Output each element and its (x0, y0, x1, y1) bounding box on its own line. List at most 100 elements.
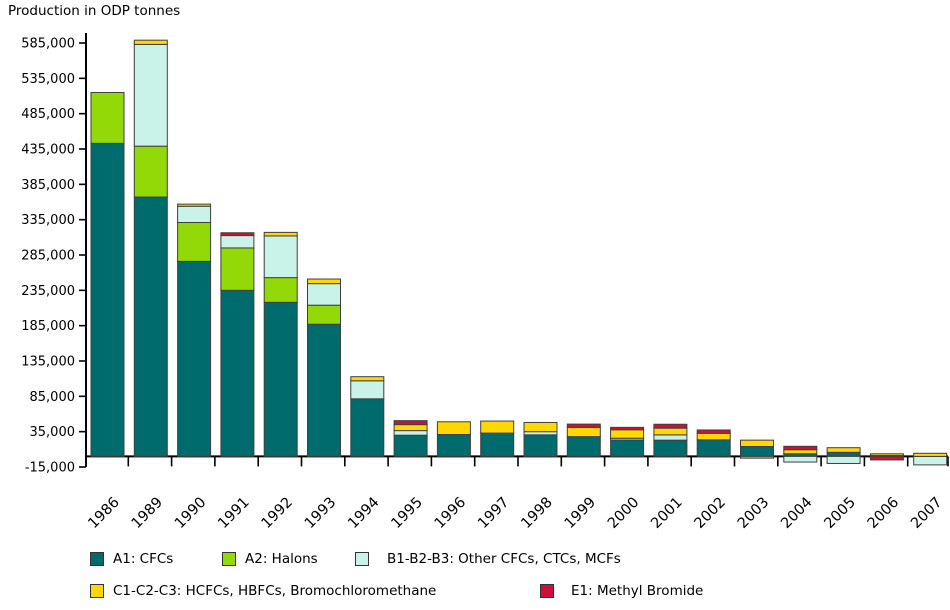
legend-item-a2-halons: A2: Halons (222, 551, 318, 567)
page-title: Production in ODP tonnes (8, 3, 181, 19)
bar-segment-2001-a1 (653, 439, 688, 457)
x-tick-label-2002: 2002 (692, 495, 729, 532)
bar-segment-2006-c1-c2-c3 (869, 453, 904, 456)
bar-segment-1990-a1 (177, 260, 212, 457)
y-tick-label-435000: 435,000 (21, 143, 75, 158)
bar-segment-1989-a2 (133, 145, 168, 198)
bar-segment-1997-a1 (480, 432, 515, 457)
legend-label-e1-methyl-bromide: E1: Methyl Bromide (571, 583, 704, 599)
bar-segment-1992-c1-c2-c3 (263, 231, 298, 237)
x-tick-label-2003: 2003 (735, 495, 772, 532)
bar-segment-1993-a1 (307, 323, 341, 457)
bar-segment-1989-b1-b2-b3 (133, 43, 168, 147)
bar-segment-1990-c1-c2-c3 (177, 203, 212, 207)
bar-segment-1998-a1 (523, 434, 558, 457)
bar-segment-1989-c1-c2-c3 (133, 39, 168, 45)
bar-segment-1999-a1 (566, 436, 601, 457)
bar-segment-1995-c1-c2-c3 (393, 424, 428, 432)
x-tick-label-1995: 1995 (389, 495, 426, 532)
legend-item-e1-methyl-bromide: E1: Methyl Bromide (540, 583, 703, 599)
legend-swatch-a1-cfcs-icon (90, 552, 104, 566)
bar-segment-2004-e1 (783, 445, 818, 451)
bar-segment-1994-b1-b2-b3 (350, 380, 385, 400)
bar-segment-2003-c1-c2-c3 (740, 439, 774, 448)
legend-label-b-other-cfcs: B1-B2-B3: Other CFCs, CTCs, MCFs (387, 551, 621, 567)
x-tick-label-2006: 2006 (865, 495, 902, 532)
legend-item-c-hcfcs: C1-C2-C3: HCFCs, HBFCs, Bromochlorometha… (90, 583, 436, 599)
bar-segment-2004-b1-b2-b3 (783, 455, 818, 463)
bar-segment-2001-c1-c2-c3 (653, 427, 688, 436)
x-tick-label-1993: 1993 (302, 495, 339, 532)
bar-segment-1999-c1-c2-c3 (566, 426, 601, 438)
bar-segment-1986-a2 (90, 91, 125, 144)
x-tick-label-1997: 1997 (475, 495, 512, 532)
chart-legend: A1: CFCs A2: Halons B1-B2-B3: Other CFCs… (0, 545, 950, 610)
bar-segment-1996-c1-c2-c3 (436, 421, 471, 435)
bar-segment-1993-a2 (307, 304, 341, 325)
bar-segment-2003-a2 (740, 455, 774, 459)
bar-segment-1995-b1-b2-b3 (393, 430, 428, 436)
bar-segment-2003-a1 (740, 446, 774, 457)
x-tick-label-2001: 2001 (648, 495, 685, 532)
bar-segment-1999-e1 (566, 423, 601, 428)
bar-segment-2002-e1 (696, 429, 731, 434)
y-tick-label-585000: 585,000 (21, 37, 75, 52)
bar-segment-2000-c1-c2-c3 (610, 429, 645, 439)
bar-segment-2000-e1 (610, 426, 645, 431)
bar-segment-1997-c1-c2-c3 (480, 420, 515, 434)
bar-segment-1989-a1 (133, 196, 168, 457)
legend-item-b-other-cfcs: B1-B2-B3: Other CFCs, CTCs, MCFs (355, 551, 621, 567)
y-tick-label-485000: 485,000 (21, 107, 75, 122)
bar-segment-1991-a1 (220, 289, 255, 457)
legend-item-a1-cfcs: A1: CFCs (90, 551, 173, 567)
bar-segment-2005-c1-c2-c3 (826, 447, 861, 453)
x-tick-label-1986: 1986 (85, 495, 122, 532)
bar-segment-1991-e1 (220, 232, 255, 237)
y-tick-label-535000: 535,000 (21, 72, 75, 87)
x-tick-label-1996: 1996 (432, 495, 469, 532)
legend-swatch-c-hcfcs-icon (90, 584, 104, 598)
y-tick-label-185000: 185,000 (21, 319, 75, 334)
bar-segment-2007-c1-c2-c3 (913, 452, 948, 457)
bar-segment-1991-a2 (220, 247, 255, 291)
legend-label-a1-cfcs: A1: CFCs (113, 551, 174, 567)
bar-segment-1990-b1-b2-b3 (177, 205, 212, 223)
x-tick-label-1994: 1994 (345, 495, 382, 532)
bar-segment-2005-b1-b2-b3 (826, 455, 861, 464)
bar-segment-2002-a1 (696, 439, 731, 457)
y-tick-label-335000: 335,000 (21, 213, 75, 228)
bar-segment-2004-c1-c2-c3 (783, 449, 818, 455)
bar-segment-2005-a1 (826, 451, 861, 457)
bar-segment-2000-a1 (610, 439, 645, 457)
x-tick-label-1990: 1990 (172, 495, 209, 532)
x-tick-label-2000: 2000 (605, 495, 642, 532)
y-tick-label-235000: 235,000 (21, 284, 75, 299)
x-tick-label-1989: 1989 (129, 495, 166, 532)
bar-segment-1998-c1-c2-c3 (523, 421, 558, 433)
x-tick-label-2007: 2007 (908, 495, 945, 532)
bar-segment-1993-c1-c2-c3 (307, 278, 341, 285)
x-tick-label-2004: 2004 (778, 495, 815, 532)
legend-swatch-e1-methyl-bromide-icon (540, 584, 554, 598)
bar-segment-1990-a2 (177, 221, 212, 262)
bar-segment-1994-a1 (350, 398, 385, 457)
y-tick-label-135000: 135,000 (21, 355, 75, 370)
y-tick-label-35000: 35,000 (30, 425, 76, 440)
legend-label-c-hcfcs: C1-C2-C3: HCFCs, HBFCs, Bromochlorometha… (113, 583, 437, 599)
legend-swatch-b-other-cfcs-icon (355, 552, 369, 566)
bar-segment-2001-e1 (653, 423, 688, 429)
bar-segment-2002-c1-c2-c3 (696, 432, 731, 441)
bar-segment-1992-a2 (263, 277, 298, 303)
x-tick-label-2005: 2005 (822, 495, 859, 532)
legend-label-a2-halons: A2: Halons (245, 551, 318, 567)
bar-segment-2006-e1 (869, 455, 904, 461)
bar-segment-1994-c1-c2-c3 (350, 376, 385, 382)
bar-segment-2001-b1-b2-b3 (653, 434, 688, 441)
bar-segment-1991-b1-b2-b3 (220, 235, 255, 249)
legend-swatch-a2-halons-icon (222, 552, 236, 566)
bar-segment-1995-a1 (393, 434, 428, 457)
bar-segment-1992-b1-b2-b3 (263, 235, 298, 279)
bar-segment-1993-b1-b2-b3 (307, 283, 341, 306)
x-tick-label-1991: 1991 (215, 495, 252, 532)
